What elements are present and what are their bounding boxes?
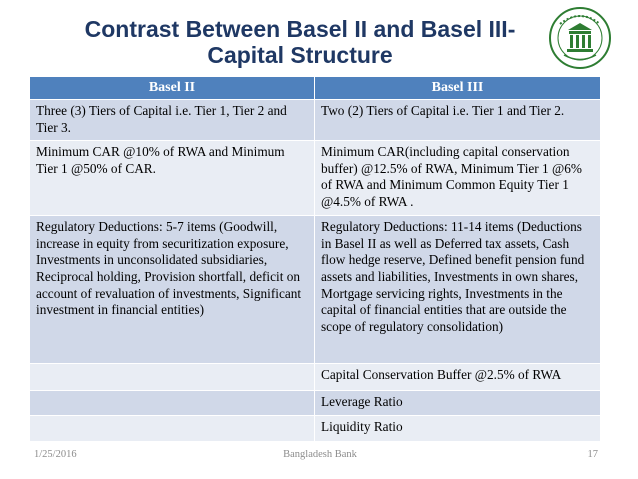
header-basel-iii: Basel III xyxy=(314,76,601,100)
table-row: Liquidity Ratio xyxy=(29,415,601,443)
footer-date: 1/25/2016 xyxy=(34,449,77,460)
basel-iii-cell: Regulatory Deductions: 11-14 items (Dedu… xyxy=(314,215,601,365)
bangladesh-bank-seal-icon xyxy=(549,7,611,69)
basel-iii-cell: Liquidity Ratio xyxy=(314,415,601,443)
basel-iii-cell: Capital Conservation Buffer @2.5% of RWA xyxy=(314,363,601,392)
basel-iii-cell: Minimum CAR(including capital conservati… xyxy=(314,140,601,217)
table-row: Three (3) Tiers of Capital i.e. Tier 1, … xyxy=(29,98,601,142)
slide-title-line1: Contrast Between Basel II and Basel III- xyxy=(84,16,516,42)
header-basel-ii: Basel II xyxy=(29,76,315,100)
basel-ii-cell xyxy=(29,415,315,443)
table-row: Minimum CAR @10% of RWA and Minimum Tier… xyxy=(29,140,601,217)
table-row: Leverage Ratio xyxy=(29,390,601,417)
basel-ii-cell xyxy=(29,390,315,417)
basel-ii-cell xyxy=(29,363,315,392)
slide-title: Contrast Between Basel II and Basel III-… xyxy=(40,16,560,68)
table-row: Capital Conservation Buffer @2.5% of RWA xyxy=(29,363,601,392)
comparison-table: Basel II Basel III Three (3) Tiers of Ca… xyxy=(29,76,601,443)
table-row: Regulatory Deductions: 5-7 items (Goodwi… xyxy=(29,215,601,365)
slide-title-line2: Capital Structure xyxy=(207,42,393,68)
footer-source: Bangladesh Bank xyxy=(283,449,357,460)
footer-page-number: 17 xyxy=(587,449,599,460)
basel-ii-cell: Minimum CAR @10% of RWA and Minimum Tier… xyxy=(29,140,315,217)
basel-iii-cell: Leverage Ratio xyxy=(314,390,601,417)
basel-iii-cell: Two (2) Tiers of Capital i.e. Tier 1 and… xyxy=(314,98,601,142)
basel-ii-cell: Three (3) Tiers of Capital i.e. Tier 1, … xyxy=(29,98,315,142)
basel-ii-cell: Regulatory Deductions: 5-7 items (Goodwi… xyxy=(29,215,315,365)
table-header-row: Basel II Basel III xyxy=(29,76,601,100)
